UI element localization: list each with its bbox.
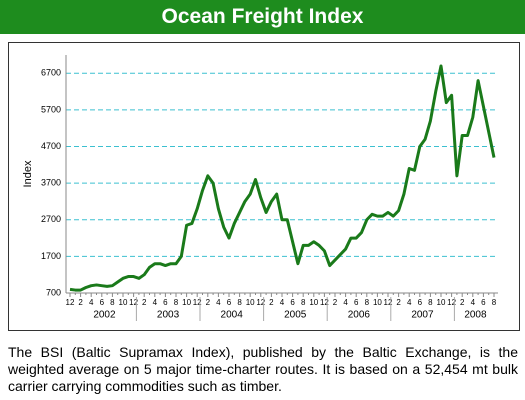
x-group-label: 2003 [157,310,180,321]
x-group-label: 2002 [93,310,116,321]
x-group-label: 2006 [348,310,371,321]
x-group-label: 2005 [284,310,307,321]
x-tick-label: 10 [246,298,255,307]
x-tick-label: 6 [418,298,423,307]
x-tick-label: 10 [373,298,382,307]
x-tick-label: 4 [89,298,94,307]
x-tick-label: 12 [129,298,138,307]
x-tick-label: 8 [301,298,306,307]
x-tick-label: 12 [256,298,265,307]
x-tick-label: 6 [227,298,232,307]
y-tick-label: 4700 [41,141,61,151]
x-tick-label: 8 [492,298,497,307]
x-group-label: 2008 [464,310,487,321]
x-tick-label: 10 [182,298,191,307]
y-tick-label: 5700 [41,104,61,114]
x-tick-label: 6 [290,298,295,307]
x-tick-label: 6 [100,298,105,307]
x-tick-label: 4 [471,298,476,307]
x-tick-label: 2 [269,298,274,307]
x-tick-label: 6 [354,298,359,307]
x-tick-label: 8 [110,298,115,307]
x-tick-label: 10 [119,298,128,307]
y-tick-label: 1700 [41,251,61,261]
x-tick-label: 8 [365,298,370,307]
x-group-label: 2004 [221,310,244,321]
data-line [69,64,496,292]
y-tick-label: 3700 [41,178,61,188]
x-tick-label: 8 [237,298,242,307]
x-tick-label: 10 [309,298,318,307]
x-tick-label: 4 [343,298,348,307]
x-tick-label: 4 [153,298,158,307]
y-tick-label: 6700 [41,68,61,78]
x-tick-label: 6 [481,298,486,307]
x-tick-label: 12 [384,298,393,307]
chart-frame [8,42,520,331]
x-tick-label: 4 [280,298,285,307]
x-tick-label: 2 [206,298,211,307]
y-axis-label: Index [22,160,34,187]
x-tick-label: 12 [193,298,202,307]
x-tick-label: 12 [320,298,329,307]
x-tick-label: 8 [174,298,179,307]
y-tick-label: 2700 [41,214,61,224]
x-tick-label: 2 [460,298,465,307]
y-tick-label: 700 [46,287,61,297]
x-tick-label: 8 [428,298,433,307]
chart-title: Ocean Freight Index [0,0,525,34]
x-tick-label: 10 [437,298,446,307]
caption: The BSI (Baltic Supramax Index), publish… [8,344,518,394]
x-tick-label: 2 [396,298,401,307]
x-tick-label: 2 [333,298,338,307]
x-tick-label: 4 [216,298,221,307]
x-tick-label: 6 [163,298,168,307]
x-group-label: 2007 [411,310,434,321]
x-tick-label: 2 [78,298,83,307]
x-tick-label: 4 [407,298,412,307]
x-tick-label: 12 [66,298,75,307]
x-tick-label: 12 [447,298,456,307]
x-tick-label: 2 [142,298,147,307]
